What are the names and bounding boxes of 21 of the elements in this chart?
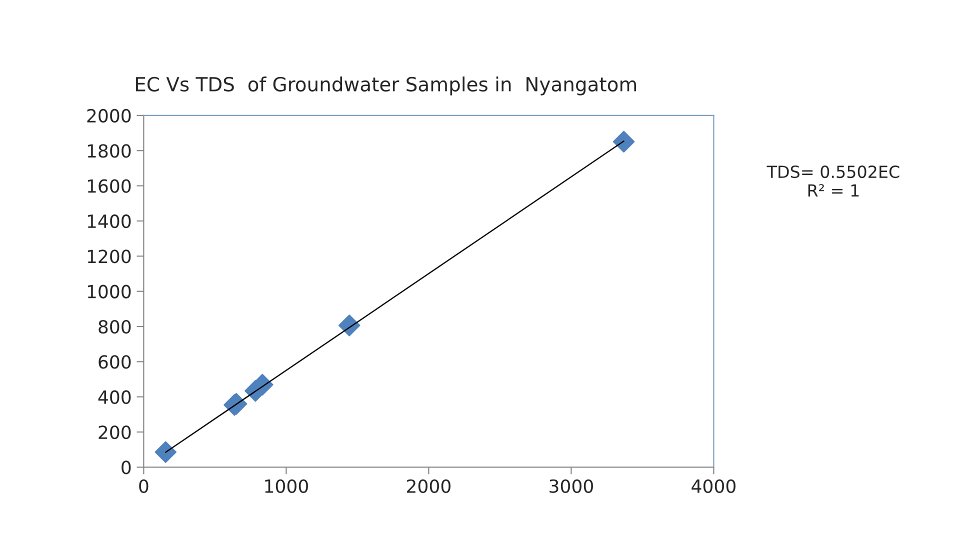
point bbox=[338, 314, 360, 336]
y-tick-label: 800 bbox=[98, 320, 131, 334]
point bbox=[612, 130, 635, 153]
y-tick-label: 600 bbox=[98, 355, 131, 369]
text: TDS= 0.5502EC R² = 1 bbox=[766, 165, 900, 197]
y-tick-label: 0 bbox=[122, 460, 131, 474]
x-tick-label: 4000 bbox=[692, 479, 736, 493]
point bbox=[154, 441, 177, 463]
y-tick-label: 1600 bbox=[88, 179, 131, 193]
x-tick-label: 1000 bbox=[265, 479, 308, 493]
x-tick-label: 3000 bbox=[550, 479, 593, 493]
y-tick-label: 1800 bbox=[88, 144, 131, 158]
y-tick-label: 2000 bbox=[87, 108, 131, 123]
y-tick-label: 1200 bbox=[88, 250, 131, 264]
x-tick-label: 0 bbox=[139, 479, 148, 493]
y-tick-label: 200 bbox=[98, 425, 131, 440]
y-tick-label: 1400 bbox=[88, 214, 131, 228]
chart-title: EC Vs TDS of Groundwater Samples in Nyangatom bbox=[136, 76, 636, 96]
y-tick-label: 1000 bbox=[88, 284, 131, 298]
x-tick-label: 2000 bbox=[407, 479, 450, 493]
y-tick-label: 400 bbox=[98, 390, 131, 404]
